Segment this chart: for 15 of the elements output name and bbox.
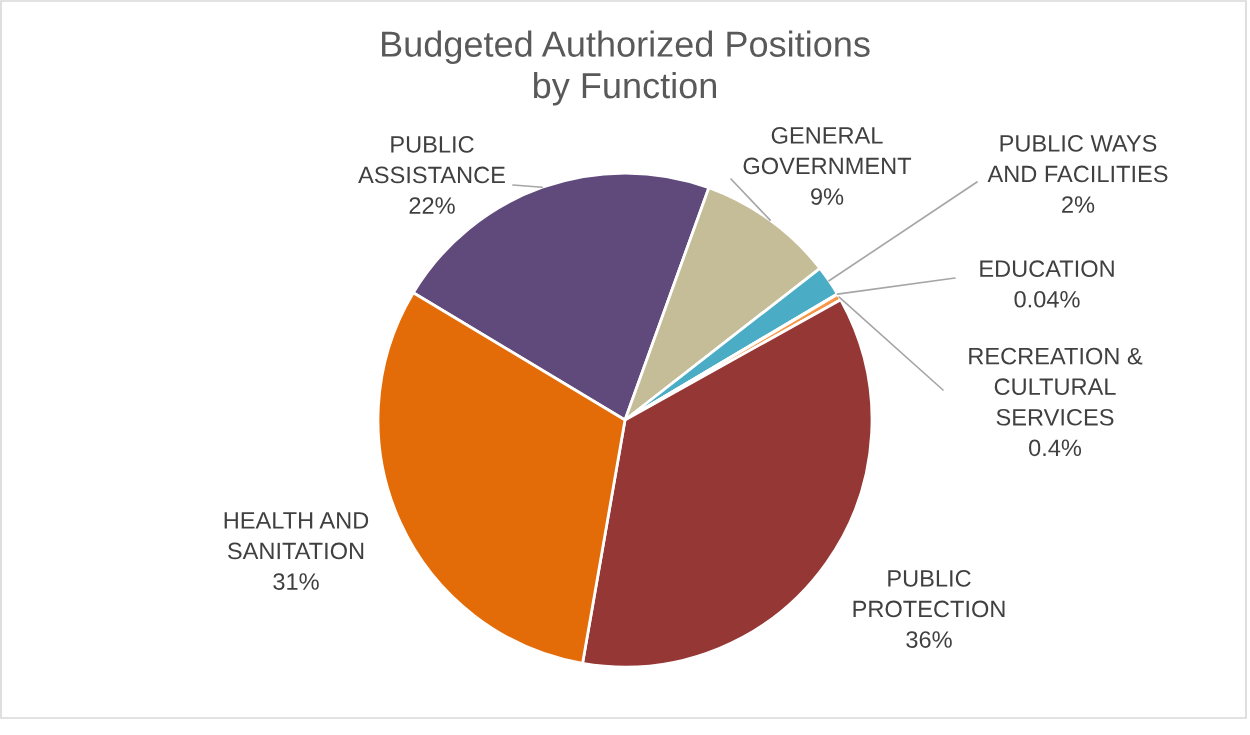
data-label: 0.04% — [1014, 290, 1080, 308]
slice-label: PUBLIC WAYS AND FACILITIES — [987, 135, 1168, 183]
slice-label: HEALTH AND SANITATION — [224, 512, 369, 560]
data-label: 9% — [811, 188, 844, 205]
slice-label: PUBLIC PROTECTION — [853, 570, 1005, 618]
data-label: 31% — [273, 573, 319, 590]
data-label: 0.4% — [1029, 439, 1082, 457]
data-label: 36% — [906, 631, 952, 648]
chart-title: Budgeted Authorized Positions by Function — [382, 30, 870, 106]
slice-label: EDUCATION — [980, 260, 1114, 278]
data-label: 22% — [409, 197, 455, 214]
slice-label: RECREATION & CULTURAL SERVICES — [969, 347, 1143, 426]
slice-label: GENERAL GOVERNMENT — [743, 127, 912, 175]
data-label: 2% — [1062, 196, 1095, 213]
slice-label: PUBLIC ASSISTANCE — [358, 136, 505, 184]
